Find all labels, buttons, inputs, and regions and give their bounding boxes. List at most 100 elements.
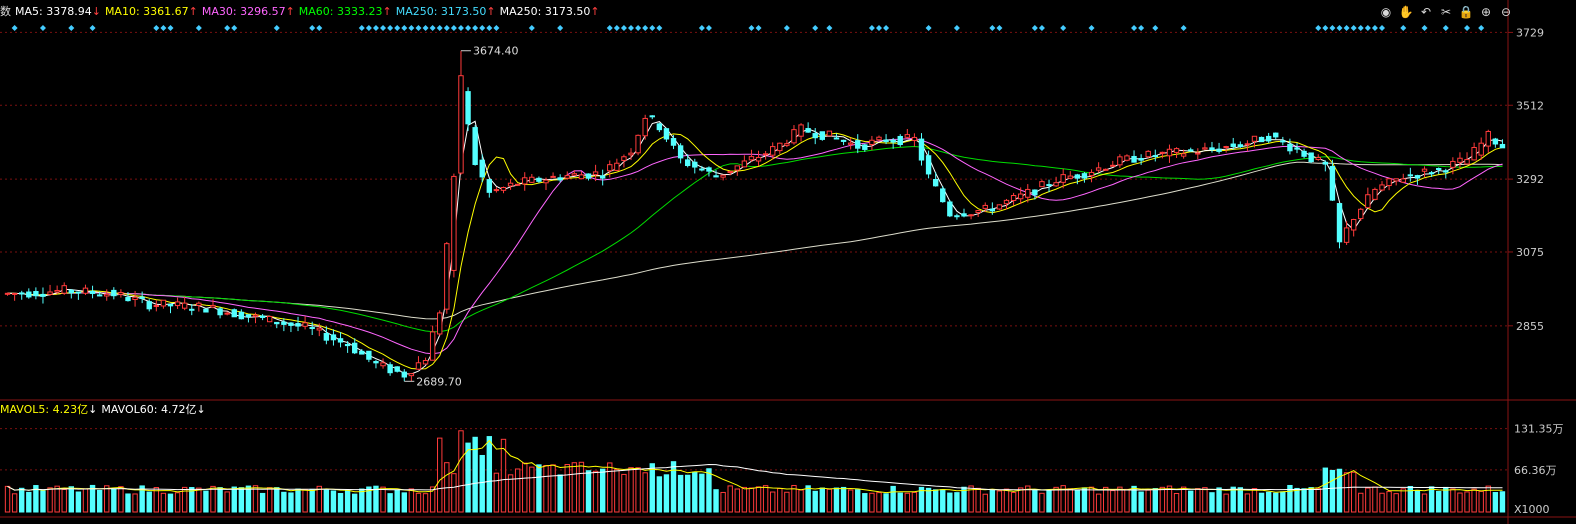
volume-bar xyxy=(1067,488,1073,513)
candle-body xyxy=(132,296,138,300)
hand-icon[interactable]: ✋ xyxy=(1398,5,1414,19)
candle-body xyxy=(699,168,705,171)
legend-value: MA30: 3296.57 xyxy=(201,5,286,18)
signal-marker xyxy=(1421,25,1428,31)
candle-body xyxy=(174,301,181,307)
volume-bar xyxy=(1336,468,1343,513)
volume-bar xyxy=(401,492,407,513)
candle-body xyxy=(486,179,493,193)
volume-bar xyxy=(422,493,429,513)
signal-marker xyxy=(1060,25,1067,31)
volume-bar xyxy=(1471,488,1477,513)
candle-body xyxy=(1443,170,1449,173)
mavol5-line xyxy=(7,439,1503,494)
volume-bar xyxy=(1173,492,1180,513)
candle-body xyxy=(536,177,542,182)
volume-bar xyxy=(663,474,670,513)
volume-bar xyxy=(932,489,939,513)
volume-bar xyxy=(1131,485,1137,513)
volume-bar xyxy=(840,486,847,513)
signal-marker xyxy=(273,25,280,31)
legend-item: MA10: 3361.67↑ xyxy=(105,5,198,18)
candle-body xyxy=(288,322,294,326)
candle-body xyxy=(238,311,245,320)
candle-body xyxy=(1294,147,1300,150)
candle-body xyxy=(564,175,570,179)
candle-body xyxy=(876,136,882,141)
candle-body xyxy=(840,139,847,142)
zoom-in-icon[interactable]: ⊕ xyxy=(1480,5,1492,19)
volume-bar xyxy=(940,489,946,513)
zoom-out-icon[interactable]: ⊖ xyxy=(1500,5,1512,19)
volume-bar xyxy=(1159,486,1166,513)
candle-body xyxy=(274,321,280,325)
candle-body xyxy=(1173,148,1180,153)
volume-bar xyxy=(266,487,273,513)
candle-body xyxy=(146,301,152,310)
volume-bar xyxy=(989,489,996,513)
candle-body xyxy=(897,135,903,146)
volume-bar xyxy=(543,465,549,513)
volume-legend: MAVOL5: 4.23亿↓ MAVOL60: 4.72亿↓ xyxy=(0,403,210,417)
candle-body xyxy=(366,350,372,360)
volume-bar xyxy=(167,493,174,513)
volume-bar xyxy=(11,493,18,513)
candle-body xyxy=(784,143,790,146)
candle-body xyxy=(514,183,521,186)
volume-bar xyxy=(614,468,620,513)
candle-body xyxy=(1017,193,1024,200)
volume-bar xyxy=(153,487,160,513)
eye-icon[interactable]: ◉ xyxy=(1380,5,1392,19)
candle-body xyxy=(1407,174,1414,177)
candle-body xyxy=(607,164,613,172)
candle-body xyxy=(1315,157,1321,160)
candle-body xyxy=(415,362,422,370)
candle-body xyxy=(1110,164,1116,167)
volume-bar xyxy=(1032,489,1038,513)
volume-bar xyxy=(1202,487,1208,513)
undo-icon[interactable]: ↶ xyxy=(1420,5,1432,19)
volume-bar xyxy=(359,488,365,513)
signal-marker xyxy=(883,25,890,31)
volume-bar xyxy=(1350,471,1357,513)
legend-arrow: ↓ xyxy=(196,403,206,416)
volume-bar xyxy=(465,442,471,513)
volume-bar xyxy=(592,470,599,513)
volume-bar xyxy=(1372,486,1378,513)
candle-body xyxy=(1358,208,1364,220)
candle-body xyxy=(89,290,96,294)
volume-bar xyxy=(713,489,719,513)
lock-icon[interactable]: 🔒 xyxy=(1458,5,1474,19)
candle-body xyxy=(394,366,400,372)
candle-body xyxy=(833,137,840,140)
volume-bar xyxy=(876,492,882,513)
legend-item: MA30: 3296.57↑ xyxy=(202,5,295,18)
candle-body xyxy=(1010,195,1017,202)
signal-marker xyxy=(465,25,472,31)
signal-marker xyxy=(394,25,401,31)
candle-body xyxy=(295,323,301,327)
candle-body xyxy=(224,312,230,315)
volume-bar xyxy=(1386,491,1392,513)
candle-body xyxy=(479,159,485,178)
signal-marker xyxy=(89,25,96,31)
legend-prefix: 数 xyxy=(0,5,11,18)
candle-body xyxy=(755,156,762,162)
volume-bar xyxy=(1103,486,1109,513)
volume-bar xyxy=(118,486,124,513)
signal-marker xyxy=(1350,25,1357,31)
volume-bar xyxy=(762,485,769,513)
candle-body xyxy=(1025,188,1031,198)
candle-body xyxy=(748,156,755,161)
candle-body xyxy=(11,292,18,295)
volume-bar xyxy=(947,492,953,513)
candle-body xyxy=(33,291,39,297)
candle-body xyxy=(61,285,67,294)
candle-body xyxy=(1287,143,1293,152)
signal-marker xyxy=(429,25,436,31)
candle-body xyxy=(635,134,641,154)
candle-body xyxy=(111,289,117,297)
scissors-icon[interactable]: ✂ xyxy=(1440,5,1452,19)
candle-body xyxy=(642,117,648,137)
candle-body xyxy=(947,201,953,217)
